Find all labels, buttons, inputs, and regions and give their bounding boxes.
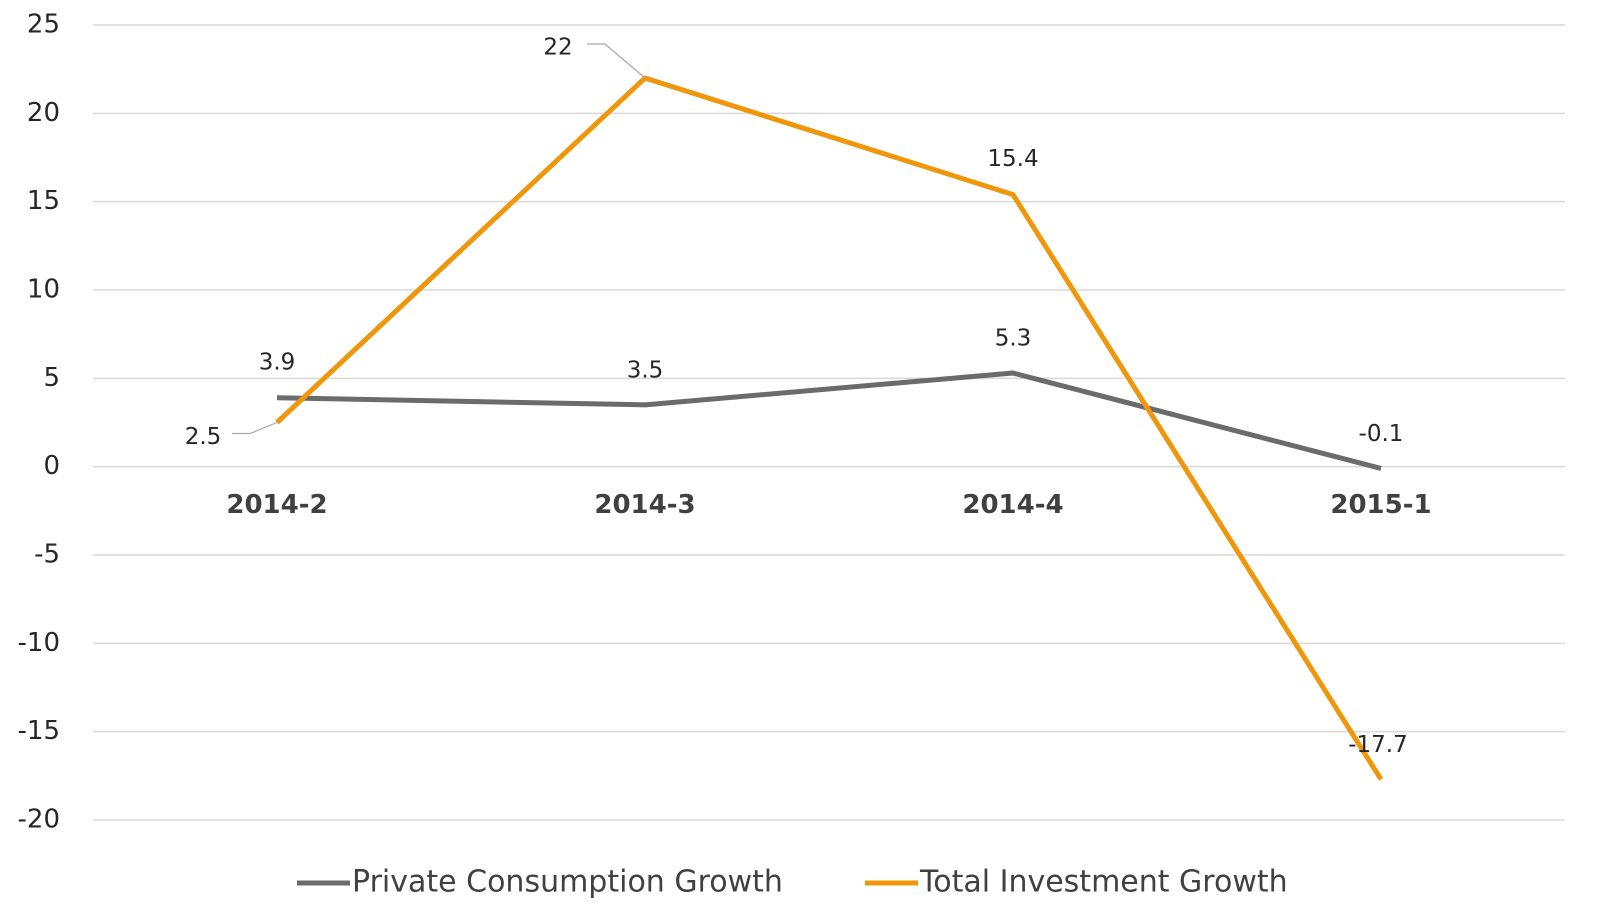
legend-label: Private Consumption Growth	[352, 865, 783, 900]
data-label: 5.3	[995, 326, 1032, 352]
series-line	[275, 75, 1384, 781]
y-tick-label: 20	[27, 98, 60, 128]
data-label: 15.4	[987, 146, 1038, 172]
data-label: -0.1	[1359, 421, 1404, 447]
y-tick-label: -20	[18, 805, 60, 835]
y-tick-label: 15	[27, 186, 60, 216]
y-tick-label: 5	[43, 363, 60, 393]
y-tick-label: -5	[34, 540, 60, 570]
data-label: 3.5	[627, 357, 664, 383]
x-tick-label: 2015-1	[1330, 490, 1431, 520]
x-tick-label: 2014-2	[226, 490, 327, 520]
series-line	[276, 370, 1382, 471]
legend-label: Total Investment Growth	[919, 865, 1288, 900]
leader-line	[232, 421, 278, 435]
y-tick-label: -10	[18, 628, 60, 658]
y-tick-label: 25	[27, 10, 60, 40]
data-label: 22	[543, 35, 572, 61]
y-tick-label: 10	[27, 275, 60, 305]
y-tick-label: 0	[43, 451, 60, 481]
leader-line	[587, 43, 646, 79]
x-tick-label: 2014-4	[962, 490, 1063, 520]
data-label: -17.7	[1348, 732, 1408, 758]
x-tick-label: 2014-3	[594, 490, 695, 520]
data-label: 2.5	[185, 424, 222, 450]
y-tick-label: -15	[18, 716, 60, 746]
data-label: 3.9	[259, 349, 296, 375]
